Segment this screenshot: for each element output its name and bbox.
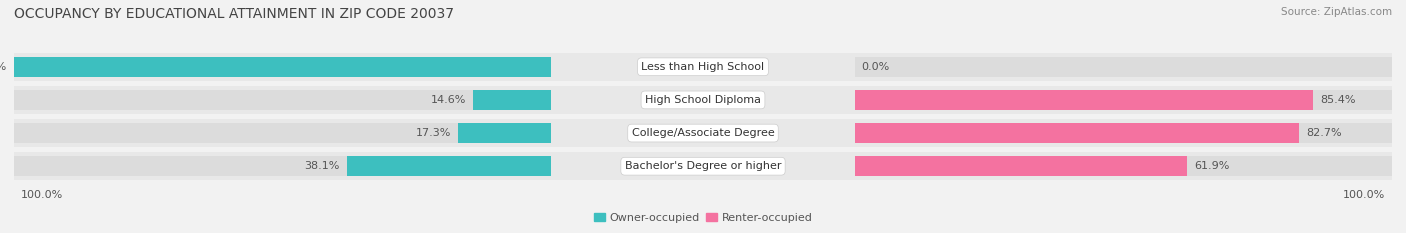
Text: 100.0%: 100.0% [0,62,7,72]
Bar [855,57,1392,77]
Text: 38.1%: 38.1% [305,161,340,171]
Bar [855,123,1392,143]
Text: 100.0%: 100.0% [21,190,63,200]
Text: 0.0%: 0.0% [862,62,890,72]
Text: 61.9%: 61.9% [1194,161,1229,171]
Bar [14,119,1392,147]
Bar [472,90,551,110]
Text: Source: ZipAtlas.com: Source: ZipAtlas.com [1281,7,1392,17]
Bar [14,53,1392,81]
Text: 82.7%: 82.7% [1306,128,1341,138]
Bar [458,123,551,143]
Text: Less than High School: Less than High School [641,62,765,72]
Bar [14,90,551,110]
Bar [14,86,1392,114]
Text: High School Diploma: High School Diploma [645,95,761,105]
Bar [855,90,1392,110]
Text: 85.4%: 85.4% [1320,95,1355,105]
Bar [14,57,551,77]
Bar [347,156,551,176]
Bar [14,152,1392,180]
Bar [14,123,551,143]
Bar [855,90,1313,110]
Legend: Owner-occupied, Renter-occupied: Owner-occupied, Renter-occupied [589,208,817,227]
Bar [14,156,551,176]
Text: OCCUPANCY BY EDUCATIONAL ATTAINMENT IN ZIP CODE 20037: OCCUPANCY BY EDUCATIONAL ATTAINMENT IN Z… [14,7,454,21]
Text: 14.6%: 14.6% [430,95,465,105]
Text: Bachelor's Degree or higher: Bachelor's Degree or higher [624,161,782,171]
Bar [855,123,1299,143]
Bar [855,156,1392,176]
Text: 17.3%: 17.3% [416,128,451,138]
Bar [855,156,1187,176]
Text: 100.0%: 100.0% [1343,190,1385,200]
Text: College/Associate Degree: College/Associate Degree [631,128,775,138]
Bar [14,57,551,77]
